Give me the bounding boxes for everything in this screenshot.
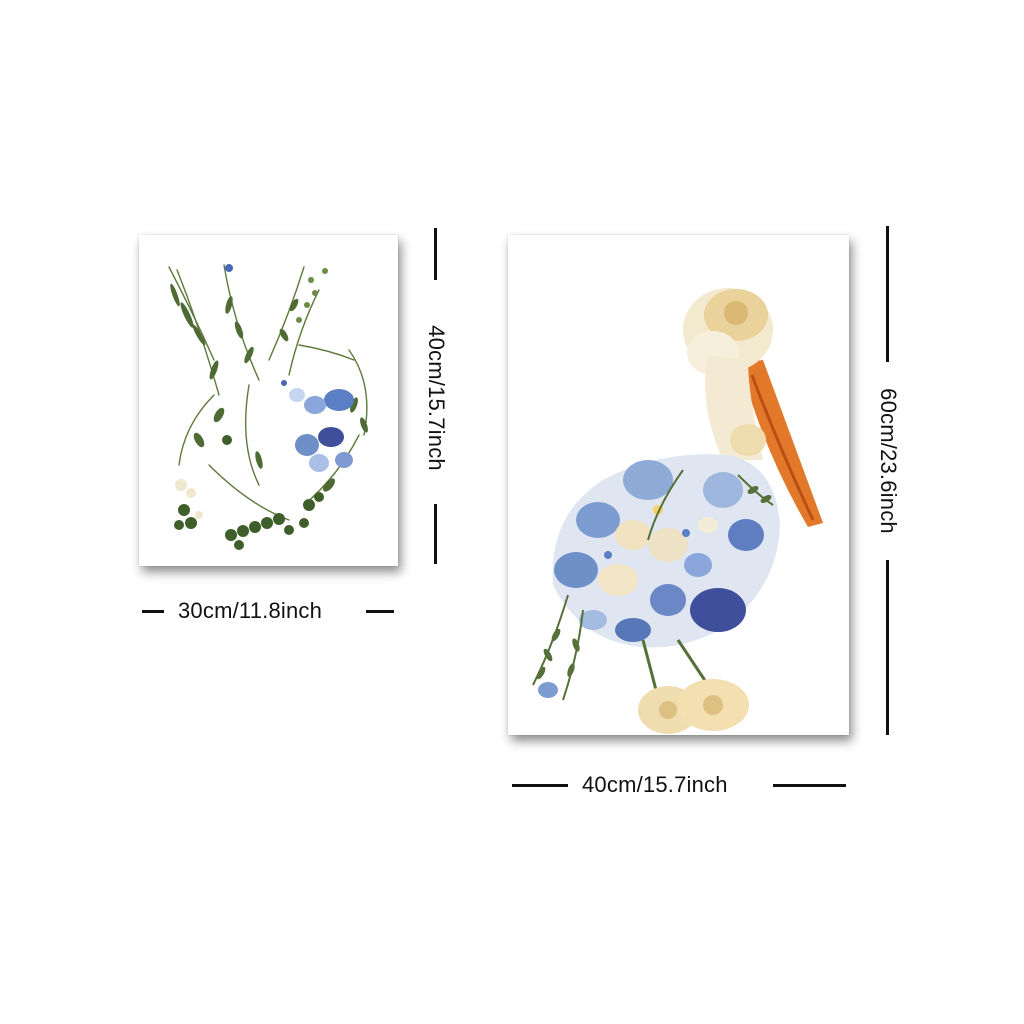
pelican-artwork xyxy=(532,288,823,734)
left-width-line-start xyxy=(142,610,164,613)
botanical-vase-print xyxy=(139,235,398,566)
vase-artwork xyxy=(168,264,368,550)
right-width-line-end xyxy=(773,784,846,787)
left-height-line-start xyxy=(434,228,437,280)
right-height-line-end xyxy=(886,560,889,735)
right-width-line-start xyxy=(512,784,568,787)
floral-pelican-print xyxy=(508,235,849,735)
left-height-line-end xyxy=(434,504,437,564)
left-width-line-end xyxy=(366,610,394,613)
left-print-height-label: 40cm/15.7inch xyxy=(424,325,449,471)
right-height-line-start xyxy=(886,226,889,362)
right-print-height-label: 60cm/23.6inch xyxy=(876,388,901,534)
right-print-width-label: 40cm/15.7inch xyxy=(582,772,728,797)
left-print-width-label: 30cm/11.8inch xyxy=(178,598,323,623)
